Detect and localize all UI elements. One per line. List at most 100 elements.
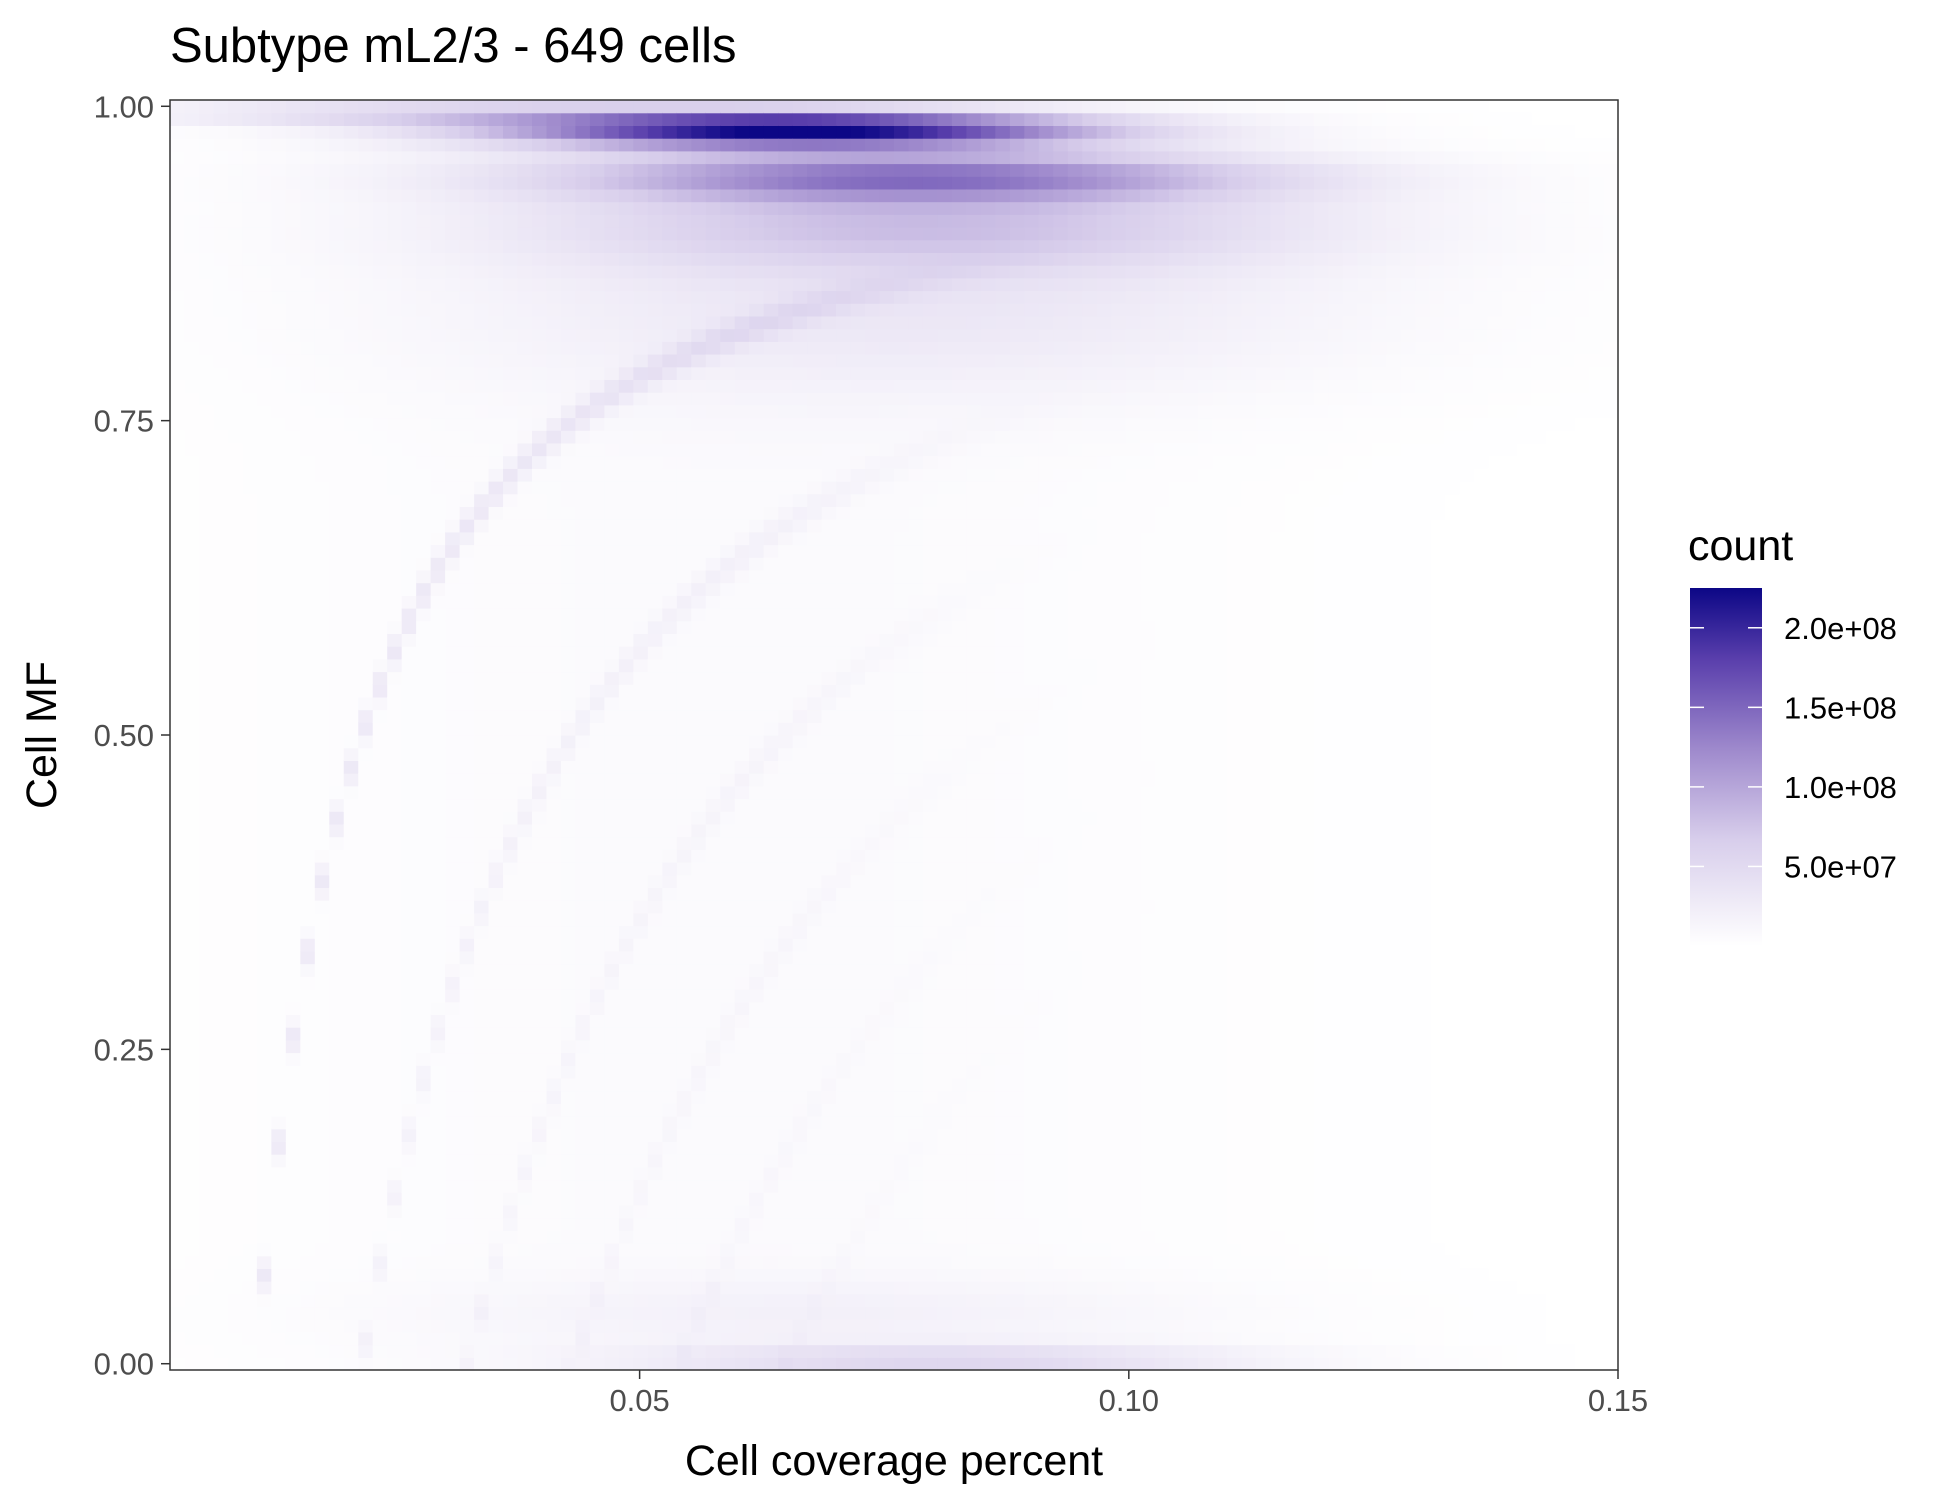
heatmap-tile xyxy=(618,1090,634,1104)
heatmap-tile xyxy=(170,595,186,609)
heatmap-tile xyxy=(517,557,533,571)
heatmap-tile xyxy=(792,773,808,787)
heatmap-tile xyxy=(242,938,258,952)
heatmap-tile xyxy=(358,595,374,609)
heatmap-tile xyxy=(445,773,461,787)
heatmap-tile xyxy=(865,1204,881,1219)
heatmap-tile xyxy=(691,747,707,761)
heatmap-tile xyxy=(401,1204,417,1219)
heatmap-tile xyxy=(503,1255,519,1269)
heatmap-tile xyxy=(734,354,750,368)
heatmap-tile xyxy=(401,811,417,825)
heatmap-tile xyxy=(850,265,866,279)
heatmap-tile xyxy=(778,1128,794,1142)
heatmap-tile xyxy=(387,1281,403,1295)
heatmap-tile xyxy=(358,201,374,215)
heatmap-tile xyxy=(532,1103,548,1117)
heatmap-tile xyxy=(879,1255,895,1269)
heatmap-tile xyxy=(416,823,432,838)
heatmap-tile xyxy=(691,608,707,622)
heatmap-tile xyxy=(430,1255,446,1269)
heatmap-tile xyxy=(778,392,794,406)
heatmap-tile xyxy=(647,1116,663,1130)
heatmap-tile xyxy=(517,709,533,723)
heatmap-tile xyxy=(271,608,287,622)
heatmap-tile xyxy=(676,531,692,546)
heatmap-tile xyxy=(807,1103,823,1117)
heatmap-tile xyxy=(734,1357,750,1371)
heatmap-tile xyxy=(198,569,215,584)
heatmap-tile xyxy=(170,303,186,317)
heatmap-tile xyxy=(865,366,881,380)
heatmap-tile xyxy=(430,519,446,533)
heatmap-tile xyxy=(198,646,215,660)
heatmap-tile xyxy=(285,138,301,152)
heatmap-tile xyxy=(300,595,316,609)
heatmap-tile xyxy=(575,1293,591,1308)
heatmap-tile xyxy=(401,176,417,190)
heatmap-tile xyxy=(532,1090,548,1104)
heatmap-tile xyxy=(720,938,736,952)
heatmap-tile xyxy=(604,1204,620,1219)
heatmap-tile xyxy=(416,1014,432,1028)
heatmap-tile xyxy=(256,341,272,355)
heatmap-tile xyxy=(734,1319,750,1333)
heatmap-tile xyxy=(792,582,808,596)
heatmap-tile xyxy=(445,595,461,609)
heatmap-tile xyxy=(778,1293,794,1308)
heatmap-tile xyxy=(647,493,663,507)
heatmap-tile xyxy=(358,633,374,647)
heatmap-tile xyxy=(865,849,881,863)
heatmap-tile xyxy=(474,214,490,228)
heatmap-tile xyxy=(285,671,301,685)
heatmap-tile xyxy=(503,404,519,419)
heatmap-tile xyxy=(604,735,620,749)
heatmap-tile xyxy=(705,874,721,888)
heatmap-tile xyxy=(372,925,388,939)
heatmap-tile xyxy=(647,112,663,126)
heatmap-tile xyxy=(575,963,591,977)
heatmap-tile xyxy=(314,950,330,965)
heatmap-tile xyxy=(488,874,504,888)
heatmap-tile xyxy=(459,277,475,292)
heatmap-tile xyxy=(488,671,504,685)
heatmap-tile xyxy=(749,1166,765,1181)
heatmap-tile xyxy=(401,150,417,165)
heatmap-tile xyxy=(227,1255,243,1269)
heatmap-tile xyxy=(430,608,446,622)
heatmap-tile xyxy=(749,925,765,939)
heatmap-tile xyxy=(445,442,461,457)
heatmap-tile xyxy=(850,671,866,685)
heatmap-tile xyxy=(879,392,895,406)
heatmap-tile xyxy=(184,976,200,990)
heatmap-tile xyxy=(705,125,721,139)
heatmap-tile xyxy=(560,798,577,812)
heatmap-tile xyxy=(676,1065,692,1079)
heatmap-tile xyxy=(821,1331,837,1346)
heatmap-tile xyxy=(807,493,823,507)
heatmap-tile xyxy=(430,925,446,939)
heatmap-tile xyxy=(227,112,243,126)
heatmap-tile xyxy=(517,633,533,647)
heatmap-tile xyxy=(227,1331,243,1346)
heatmap-tile xyxy=(560,290,577,304)
heatmap-tile xyxy=(198,1166,215,1181)
heatmap-tile xyxy=(604,1357,620,1371)
heatmap-tile xyxy=(807,227,823,241)
heatmap-tile xyxy=(865,569,881,584)
heatmap-tile xyxy=(314,1243,330,1257)
heatmap-tile xyxy=(633,265,649,279)
heatmap-tile xyxy=(560,1306,577,1320)
heatmap-tile xyxy=(850,811,866,825)
heatmap-tile xyxy=(821,1052,837,1066)
heatmap-tile xyxy=(778,379,794,393)
heatmap-tile xyxy=(329,277,345,292)
heatmap-tile xyxy=(445,277,461,292)
heatmap-tile xyxy=(430,938,446,952)
heatmap-tile xyxy=(749,798,765,812)
heatmap-tile xyxy=(285,354,301,368)
heatmap-tile xyxy=(227,493,243,507)
heatmap-tile xyxy=(285,531,301,546)
heatmap-tile xyxy=(271,938,287,952)
heatmap-tile xyxy=(285,1319,301,1333)
